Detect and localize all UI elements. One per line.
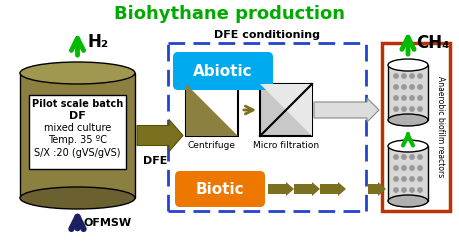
Text: mixed culture: mixed culture (44, 123, 111, 133)
Bar (388, 65, 428, 120)
Circle shape (410, 177, 414, 181)
Bar (260, 84, 312, 136)
Circle shape (402, 85, 406, 89)
Circle shape (418, 155, 422, 159)
Ellipse shape (20, 62, 135, 84)
Text: Anaerobic biofilm reactors: Anaerobic biofilm reactors (437, 76, 446, 178)
Circle shape (402, 155, 406, 159)
Text: S/X :20 (gVS/gVS): S/X :20 (gVS/gVS) (34, 148, 121, 158)
Circle shape (402, 188, 406, 192)
Circle shape (410, 85, 414, 89)
FancyBboxPatch shape (175, 171, 265, 207)
FancyBboxPatch shape (173, 52, 273, 90)
Text: Pilot scale batch: Pilot scale batch (32, 99, 123, 109)
Circle shape (394, 107, 398, 111)
FancyArrow shape (294, 182, 320, 196)
Ellipse shape (20, 187, 135, 209)
Circle shape (410, 188, 414, 192)
Text: DF: DF (69, 111, 86, 121)
Circle shape (418, 166, 422, 170)
Circle shape (402, 96, 406, 100)
FancyArrow shape (314, 98, 379, 122)
Text: OFMSW: OFMSW (84, 218, 132, 228)
Circle shape (394, 166, 398, 170)
Circle shape (394, 177, 398, 181)
FancyArrow shape (320, 182, 346, 196)
Bar (20, 73, 135, 198)
Circle shape (402, 166, 406, 170)
Circle shape (410, 166, 414, 170)
Ellipse shape (388, 195, 428, 207)
Ellipse shape (388, 140, 428, 152)
Circle shape (394, 155, 398, 159)
Polygon shape (186, 84, 238, 136)
Bar (388, 146, 428, 201)
Circle shape (394, 85, 398, 89)
Bar (186, 84, 238, 136)
FancyArrow shape (268, 182, 294, 196)
Circle shape (410, 74, 414, 78)
Circle shape (418, 188, 422, 192)
Text: H₂: H₂ (88, 33, 109, 51)
Text: Abiotic: Abiotic (193, 63, 253, 78)
Ellipse shape (388, 114, 428, 126)
Circle shape (394, 96, 398, 100)
FancyArrow shape (137, 120, 183, 152)
Circle shape (402, 107, 406, 111)
FancyBboxPatch shape (29, 95, 126, 169)
Text: Biotic: Biotic (196, 182, 244, 197)
Circle shape (402, 74, 406, 78)
Circle shape (410, 155, 414, 159)
Circle shape (418, 107, 422, 111)
Circle shape (418, 85, 422, 89)
Circle shape (410, 107, 414, 111)
Circle shape (418, 177, 422, 181)
Circle shape (410, 96, 414, 100)
Text: Biohythane production: Biohythane production (113, 5, 345, 23)
Text: DFE: DFE (143, 156, 167, 167)
Ellipse shape (388, 59, 428, 71)
Circle shape (402, 177, 406, 181)
Text: DFE conditioning: DFE conditioning (214, 30, 320, 40)
FancyBboxPatch shape (382, 43, 450, 211)
Circle shape (418, 96, 422, 100)
Text: Centrifuge: Centrifuge (188, 140, 236, 150)
Text: CH₄: CH₄ (416, 34, 449, 52)
Text: Temp. 35 ºC: Temp. 35 ºC (48, 135, 107, 145)
FancyArrow shape (368, 182, 386, 196)
Polygon shape (260, 84, 312, 136)
Circle shape (394, 74, 398, 78)
Circle shape (418, 74, 422, 78)
Circle shape (394, 188, 398, 192)
Text: Micro filtration: Micro filtration (253, 140, 319, 150)
